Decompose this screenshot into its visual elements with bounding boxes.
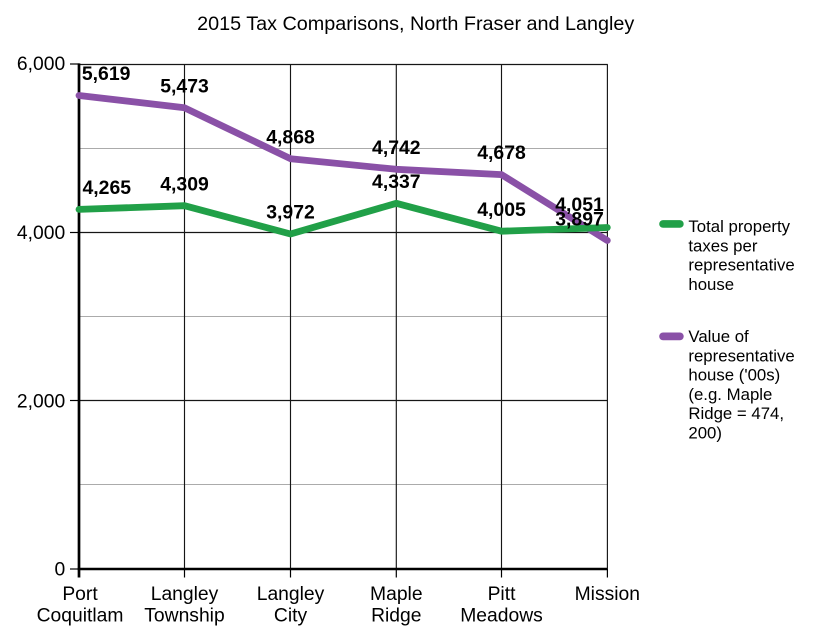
svg-text:Value of: Value of — [688, 327, 749, 346]
svg-text:representative: representative — [688, 256, 794, 275]
svg-text:2,000: 2,000 — [17, 391, 65, 412]
svg-text:5,619: 5,619 — [82, 63, 131, 85]
svg-text:4,868: 4,868 — [266, 126, 315, 148]
svg-text:Mission: Mission — [575, 584, 640, 605]
svg-text:Total property: Total property — [688, 217, 790, 236]
svg-text:3,897: 3,897 — [555, 208, 604, 230]
svg-text:house: house — [688, 275, 734, 294]
svg-text:5,473: 5,473 — [160, 75, 209, 97]
svg-text:200): 200) — [688, 424, 722, 443]
svg-text:Coquitlam: Coquitlam — [37, 606, 124, 627]
svg-text:Langley: Langley — [257, 584, 325, 605]
svg-text:Maple: Maple — [370, 584, 423, 605]
svg-text:house ('00s): house ('00s) — [688, 366, 780, 385]
svg-text:4,051: 4,051 — [555, 194, 604, 216]
svg-text:Langley: Langley — [151, 584, 219, 605]
svg-text:Port: Port — [62, 584, 98, 605]
svg-text:4,000: 4,000 — [17, 223, 65, 244]
svg-text:Ridge = 474,: Ridge = 474, — [688, 404, 784, 423]
svg-text:2015 Tax Comparisons, North Fr: 2015 Tax Comparisons, North Fraser and L… — [197, 13, 634, 35]
svg-text:4,309: 4,309 — [160, 173, 209, 195]
svg-text:Township: Township — [144, 606, 224, 627]
svg-text:4,337: 4,337 — [372, 171, 421, 193]
svg-text:4,265: 4,265 — [83, 177, 132, 199]
svg-text:6,000: 6,000 — [17, 54, 65, 75]
svg-text:(e.g. Maple: (e.g. Maple — [688, 385, 772, 404]
svg-text:Ridge: Ridge — [371, 606, 421, 627]
svg-text:Meadows: Meadows — [460, 606, 543, 627]
svg-text:4,005: 4,005 — [477, 199, 526, 221]
svg-text:representative: representative — [688, 346, 794, 365]
svg-text:Pitt: Pitt — [488, 584, 517, 605]
svg-text:City: City — [274, 606, 308, 627]
svg-text:0: 0 — [54, 559, 65, 580]
svg-text:3,972: 3,972 — [266, 202, 315, 224]
svg-text:4,742: 4,742 — [372, 137, 421, 159]
svg-text:taxes per: taxes per — [688, 236, 757, 255]
svg-text:4,678: 4,678 — [477, 142, 526, 164]
